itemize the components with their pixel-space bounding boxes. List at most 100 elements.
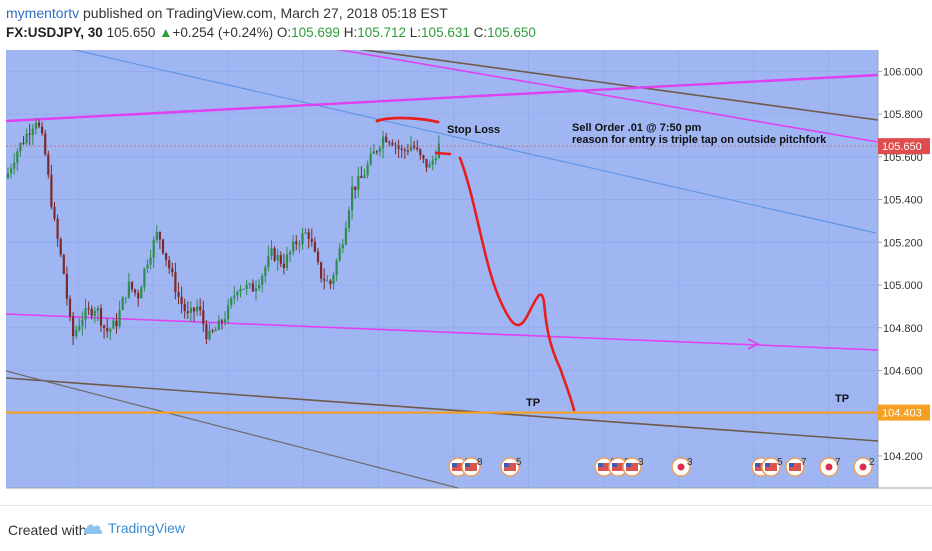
projected-path[interactable]	[458, 156, 576, 412]
price-chart[interactable]: 106.000 105.800 105.600 105.400 105.200 105.0…	[5, 41, 932, 505]
candle-body	[313, 241, 316, 252]
candle-body	[279, 255, 282, 264]
us-flag-icon	[598, 463, 610, 471]
candle-body	[285, 254, 289, 268]
candle-body	[19, 143, 22, 152]
candle-body	[161, 239, 165, 253]
candle-body	[41, 126, 44, 134]
candle-body	[118, 309, 121, 327]
y-tick-label: 105.200	[883, 237, 923, 249]
candle-body	[320, 262, 323, 279]
candle-body	[236, 291, 239, 296]
candle-body	[130, 281, 134, 290]
candle-body	[96, 308, 99, 311]
candle-body	[25, 133, 28, 144]
magenta-pitchfork-top[interactable]	[5, 73, 879, 123]
candle-body	[196, 306, 199, 312]
us-flag-canton	[504, 463, 509, 467]
us-flag-icon	[504, 463, 516, 471]
jp-flag-icon	[825, 463, 833, 471]
tradingview-logo[interactable]: TradingView	[82, 520, 185, 536]
symbol-label[interactable]: FX:USDJPY, 30	[6, 25, 103, 40]
candle-body	[106, 327, 109, 332]
candle-body	[149, 257, 152, 265]
candle-body	[363, 175, 366, 178]
candle-body	[230, 298, 233, 306]
candle-body	[121, 297, 124, 310]
brown-trend-line-upper[interactable]	[305, 41, 879, 121]
magenta-pitchfork-upper[interactable]	[305, 43, 879, 143]
candle-body	[335, 260, 338, 276]
price-tags: 105.650 104.403	[878, 138, 930, 421]
candle-body	[217, 320, 220, 330]
candle-body	[347, 210, 351, 228]
candle-body	[10, 168, 13, 174]
candle-body	[388, 141, 391, 143]
candle-body	[78, 326, 81, 331]
stop-loss-marker[interactable]	[375, 116, 440, 124]
candle-body	[282, 263, 285, 268]
candle-body	[177, 292, 180, 297]
high-value: 105.712	[357, 25, 407, 40]
us-flag-icon	[452, 463, 464, 471]
candle-body	[90, 308, 93, 316]
candle-body	[13, 162, 16, 169]
magenta-median-line[interactable]	[5, 313, 879, 351]
candle-body	[419, 149, 422, 156]
candle-body	[47, 154, 50, 175]
chart-header: mymentortv published on TradingView.com,…	[0, 0, 932, 50]
candle-body	[310, 238, 313, 242]
candle-body	[62, 254, 65, 274]
candle-body	[208, 330, 211, 340]
candle-body	[428, 164, 431, 168]
us-flag-icon	[626, 463, 638, 471]
author-link[interactable]: mymentortv	[6, 5, 80, 21]
candle-body	[158, 232, 161, 240]
tp-label-left: TP	[526, 397, 540, 409]
candle-body	[273, 248, 276, 261]
candle-body	[99, 308, 103, 326]
candle-body	[143, 268, 146, 288]
candle-body	[28, 133, 31, 135]
footer: Created with TradingView	[0, 505, 932, 551]
economic-events[interactable]: 2851023345772	[448, 457, 875, 477]
jp-flag-icon	[677, 463, 685, 471]
candle-body	[431, 160, 434, 165]
candle-body	[326, 280, 329, 282]
candle-body	[239, 288, 242, 292]
candle-body	[295, 241, 298, 245]
candle-body	[34, 122, 37, 129]
candle-body	[434, 158, 437, 161]
brown-trend-line-lower[interactable]	[5, 377, 879, 442]
candle-body	[183, 303, 186, 312]
blue-channel-line[interactable]	[65, 47, 877, 234]
entry-marker[interactable]	[434, 151, 452, 156]
candle-body	[304, 232, 307, 234]
candle-body	[292, 241, 295, 252]
y-tick-label: 105.600	[883, 152, 923, 164]
price-tag-label: 105.650	[882, 141, 922, 153]
candle-body	[366, 164, 369, 176]
tradingview-cloud-icon	[84, 524, 103, 534]
candle-body	[56, 218, 59, 239]
chart-area[interactable]: 106.000 105.800 105.600 105.400 105.200 105.0…	[5, 41, 932, 505]
us-flag-icon	[789, 463, 801, 471]
candle-body	[425, 158, 428, 168]
candle-body	[248, 283, 251, 285]
candle-body	[93, 310, 96, 316]
candle-body	[87, 308, 90, 310]
candle-body	[53, 206, 56, 219]
tp-label-right: TP	[835, 393, 849, 405]
gray-diagonal-line[interactable]	[5, 370, 459, 489]
us-flag-canton	[598, 463, 603, 467]
candle-body	[124, 297, 127, 299]
candle-body	[134, 289, 137, 293]
price-tag-label: 104.403	[882, 408, 922, 420]
candle-body	[391, 142, 394, 146]
candle-body	[44, 133, 47, 155]
candles	[6, 118, 440, 346]
us-flag-canton	[465, 463, 470, 467]
candle-body	[301, 233, 304, 245]
candle-body	[165, 252, 168, 261]
candle-body	[168, 260, 171, 269]
